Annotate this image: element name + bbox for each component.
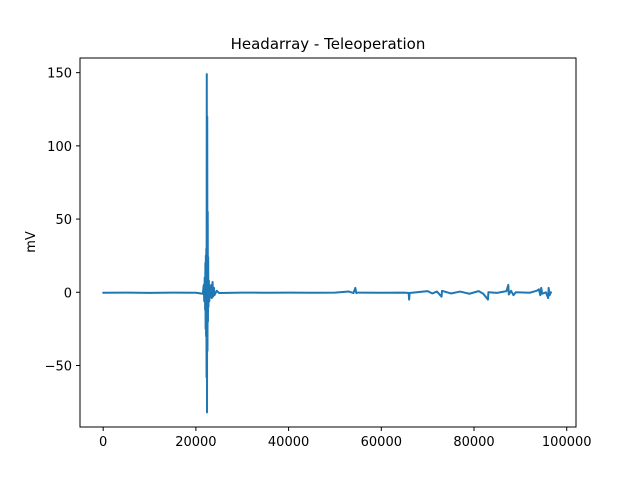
- y-tick-label: 150: [47, 67, 72, 82]
- chart-title: Headarray - Teleoperation: [231, 35, 426, 53]
- x-tick-label: 100000: [542, 435, 592, 450]
- x-tick-label: 80000: [453, 435, 494, 450]
- plot-frame: [79, 57, 577, 428]
- y-tick-label: 100: [47, 140, 72, 155]
- x-axis-ticks: 0 20000 40000 60000 80000 100000: [99, 427, 592, 450]
- y-tick-label: 50: [55, 213, 72, 228]
- y-tick-label: −50: [45, 360, 72, 375]
- y-axis-ticks: −50 0 50 100 150: [45, 67, 80, 375]
- y-axis-label: mV: [24, 231, 39, 253]
- series-layer: [102, 73, 552, 414]
- x-tick-label: 20000: [175, 435, 216, 450]
- x-tick-label: 0: [99, 435, 107, 450]
- x-tick-label: 60000: [361, 435, 402, 450]
- series-line-0: [102, 73, 552, 414]
- y-tick-label: 0: [64, 286, 72, 301]
- x-tick-label: 40000: [268, 435, 309, 450]
